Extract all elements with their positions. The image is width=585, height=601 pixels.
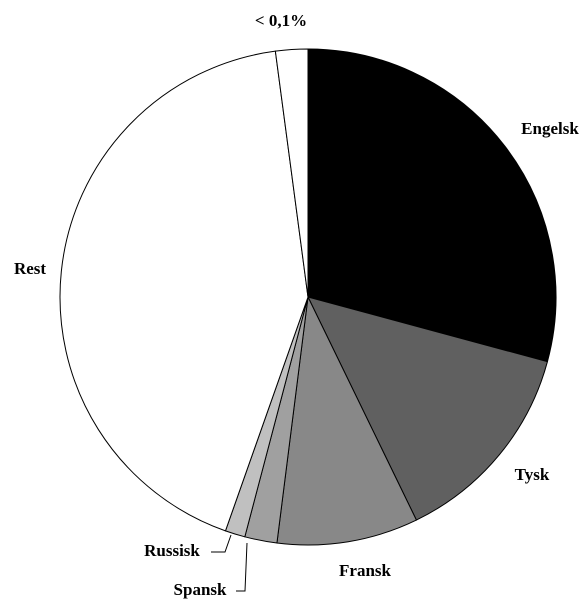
slice-label: Fransk xyxy=(339,561,392,580)
slice-label: Engelsk xyxy=(521,119,579,138)
pie-slice xyxy=(307,296,549,521)
pie-slice xyxy=(59,50,309,532)
leader-line xyxy=(236,542,248,592)
leader-line xyxy=(211,534,232,553)
pie-slice xyxy=(307,48,557,363)
slice-label: < 0,1% xyxy=(255,11,307,30)
slice-label: Tysk xyxy=(515,465,550,484)
pie-slice xyxy=(276,295,418,546)
pie-slice xyxy=(274,48,309,298)
slice-label: Russisk xyxy=(144,541,200,560)
slice-label: Rest xyxy=(14,259,46,278)
slice-label: Spansk xyxy=(174,580,227,599)
